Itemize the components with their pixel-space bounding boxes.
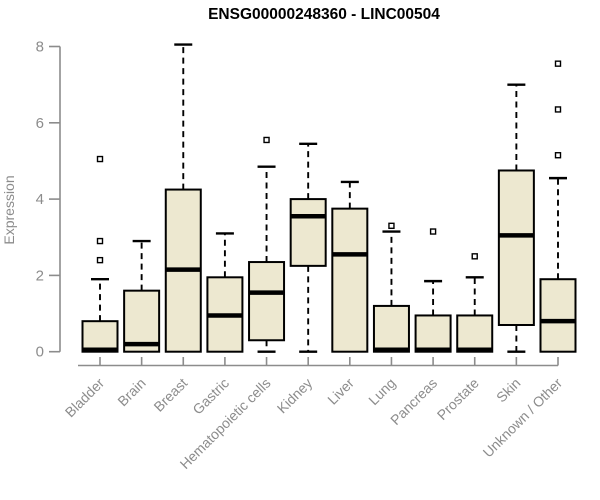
boxplot-box xyxy=(289,198,327,267)
outlier-point xyxy=(96,256,104,264)
outlier-point xyxy=(96,155,104,163)
boxplot-group xyxy=(414,228,452,353)
boxplot-group xyxy=(497,83,535,353)
box-series xyxy=(81,43,577,353)
boxplot-box xyxy=(372,304,410,353)
y-axis-tick-label: 6 xyxy=(36,115,44,132)
boxplot-box xyxy=(123,289,161,353)
chart-title: ENSG00000248360 - LINC00504 xyxy=(208,6,440,23)
boxplot-group xyxy=(81,155,119,353)
boxplot-group xyxy=(372,222,410,353)
x-axis-category-label: Liver xyxy=(324,375,357,408)
x-axis-category-label: Bladder xyxy=(62,375,108,421)
y-axis-tick-label: 4 xyxy=(36,191,44,208)
x-axis-category-label: Breast xyxy=(150,375,190,415)
outlier-point xyxy=(471,253,478,260)
y-axis-title: Expression xyxy=(1,175,17,244)
boxplot-box xyxy=(539,278,577,353)
outlier-point xyxy=(388,222,395,230)
outlier-point xyxy=(263,136,270,144)
outlier-point xyxy=(96,237,104,245)
boxplot-group xyxy=(456,253,494,353)
boxplot-group xyxy=(539,60,577,353)
x-axis-category-label: Prostate xyxy=(434,375,482,423)
x-axis-category-label: Skin xyxy=(493,375,524,406)
boxplot-group xyxy=(164,43,202,353)
boxplot-box xyxy=(497,169,535,326)
outlier-point xyxy=(554,106,562,113)
boxplot-box xyxy=(81,320,119,353)
boxplot-group xyxy=(123,239,161,353)
boxplot-box xyxy=(414,314,452,353)
x-axis-category-label: Kidney xyxy=(274,375,316,417)
x-axis-category-label: Brain xyxy=(114,375,148,409)
outlier-point xyxy=(554,152,562,159)
boxplot-group xyxy=(248,136,286,353)
x-axis-category-label: Lung xyxy=(365,375,398,408)
boxplot-group xyxy=(206,232,244,353)
x-axis-category-label: Unknown / Other xyxy=(480,375,566,461)
boxplot-box xyxy=(456,314,494,353)
boxplot-box xyxy=(331,207,369,353)
boxplot-group xyxy=(289,142,327,353)
boxplot-group xyxy=(331,180,369,353)
outlier-point xyxy=(554,60,562,67)
outlier-point xyxy=(429,228,437,235)
boxplot-box xyxy=(248,261,286,342)
y-axis-tick-label: 2 xyxy=(36,267,44,284)
y-axis-tick-label: 0 xyxy=(36,344,44,361)
y-axis-tick-label: 8 xyxy=(36,39,44,56)
